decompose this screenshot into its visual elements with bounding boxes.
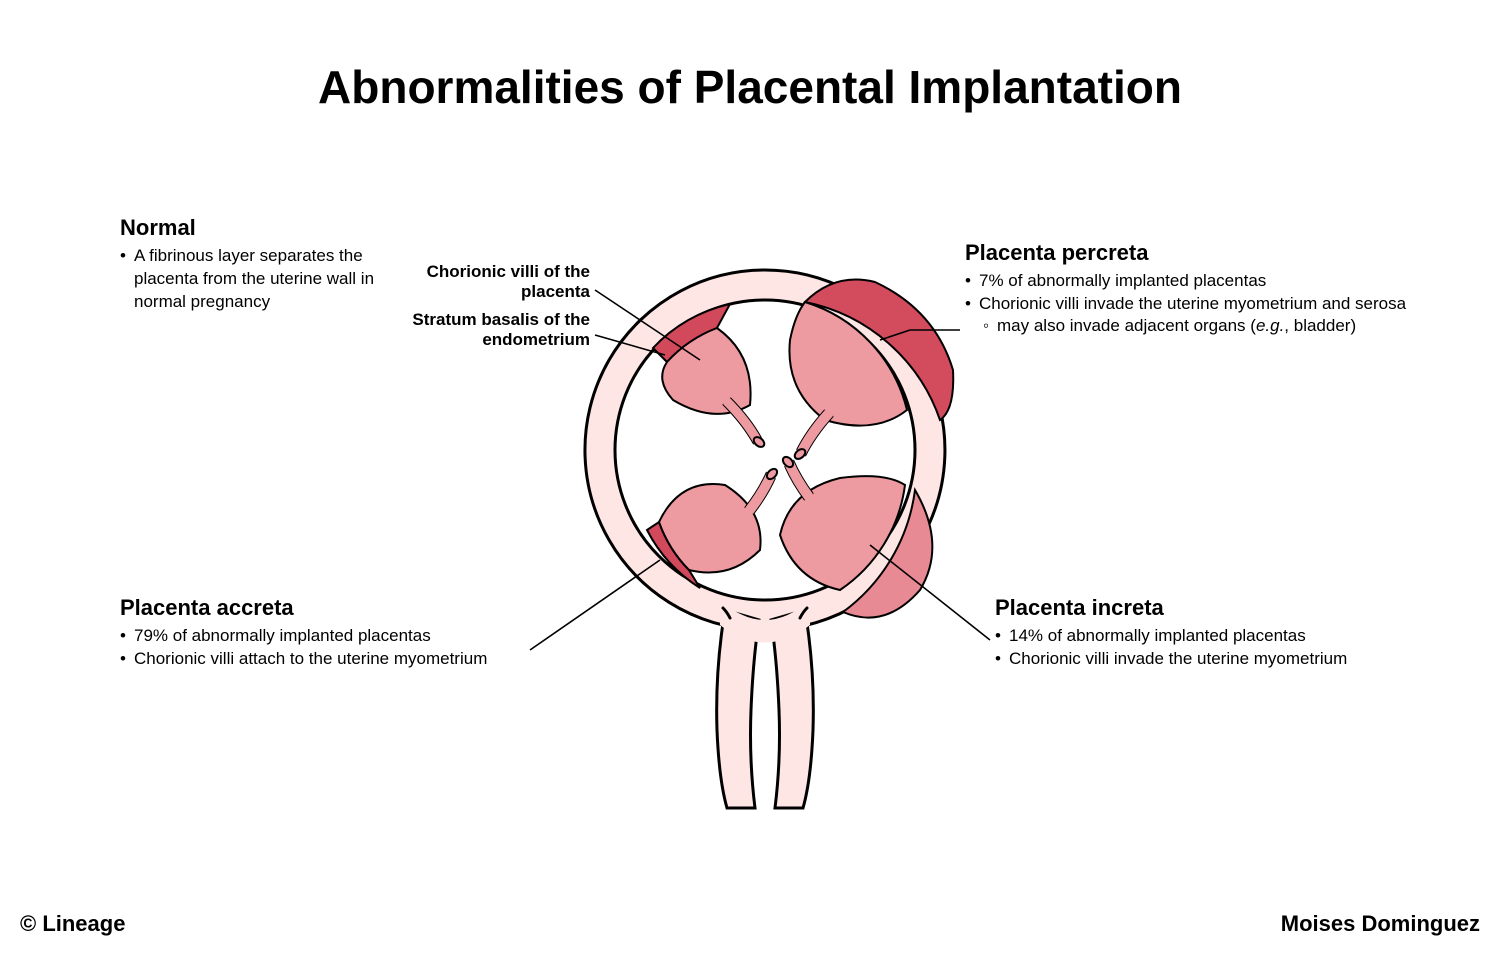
page-title: Abnormalities of Placental Implantation — [0, 60, 1500, 114]
section-accreta-bullets: 79% of abnormally implanted placentas Ch… — [120, 625, 540, 671]
section-normal: Normal A fibrinous layer separates the p… — [120, 215, 420, 314]
section-accreta-bullet-1: Chorionic villi attach to the uterine my… — [120, 648, 540, 671]
section-accreta-bullet-0: 79% of abnormally implanted placentas — [120, 625, 540, 648]
label-stratum-basalis-text: Stratum basalis of theendometrium — [412, 310, 590, 349]
copyright-text: © Lineage — [20, 911, 125, 937]
uterus-diagram — [555, 260, 975, 820]
section-accreta: Placenta accreta 79% of abnormally impla… — [120, 595, 540, 671]
author-text: Moises Dominguez — [1281, 911, 1480, 937]
section-percreta-sub: may also invade adjacent organs (e.g., b… — [965, 316, 1465, 336]
section-normal-bullet-0: A fibrinous layer separates the placenta… — [120, 245, 420, 314]
section-percreta-bullets: 7% of abnormally implanted placentas Cho… — [965, 270, 1465, 316]
section-normal-title: Normal — [120, 215, 420, 241]
label-chorionic-villi-text: Chorionic villi of theplacenta — [427, 262, 590, 301]
section-increta-bullets: 14% of abnormally implanted placentas Ch… — [995, 625, 1415, 671]
uterus-body — [585, 270, 945, 808]
section-increta-bullet-1: Chorionic villi invade the uterine myome… — [995, 648, 1415, 671]
section-percreta-bullet-0: 7% of abnormally implanted placentas — [965, 270, 1465, 293]
section-percreta-sub-0: may also invade adjacent organs (e.g., b… — [983, 316, 1465, 336]
section-normal-bullets: A fibrinous layer separates the placenta… — [120, 245, 420, 314]
section-increta-title: Placenta increta — [995, 595, 1415, 621]
section-increta: Placenta increta 14% of abnormally impla… — [995, 595, 1415, 671]
section-accreta-title: Placenta accreta — [120, 595, 540, 621]
section-increta-bullet-0: 14% of abnormally implanted placentas — [995, 625, 1415, 648]
section-percreta-bullet-1: Chorionic villi invade the uterine myome… — [965, 293, 1465, 316]
section-percreta-title: Placenta percreta — [965, 240, 1465, 266]
section-percreta: Placenta percreta 7% of abnormally impla… — [965, 240, 1465, 336]
label-stratum-basalis: Stratum basalis of theendometrium — [330, 310, 590, 350]
